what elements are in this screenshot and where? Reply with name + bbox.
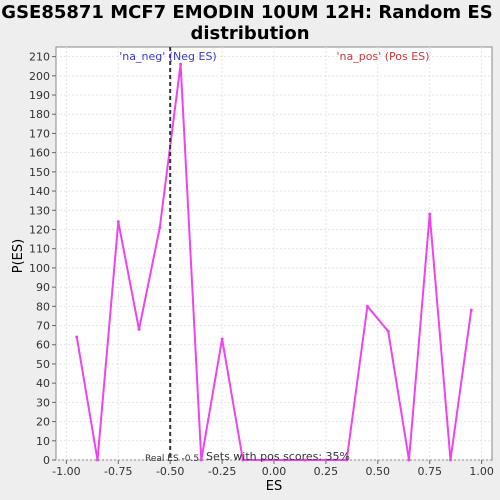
y-axis: 0 10 20 30 40 50 60 70 80 90 100 110 120 130 140 150 160… (29, 51, 56, 467)
data-point (200, 459, 203, 462)
y-tick-label: 90 (36, 281, 50, 294)
y-tick-label: 200 (29, 70, 50, 83)
pos-es-annotation: 'na_pos' (Pos ES) (337, 50, 430, 63)
data-point (117, 220, 120, 223)
x-tick-label: -0.50 (156, 465, 184, 478)
data-point (449, 459, 452, 462)
y-tick-label: 20 (36, 416, 50, 429)
y-tick-label: 150 (29, 166, 50, 179)
data-point (158, 226, 161, 229)
data-point (366, 305, 369, 308)
real-es-footnote: Real ES -0.5 (145, 454, 199, 464)
neg-es-annotation: 'na_neg' (Neg ES) (119, 50, 216, 63)
data-point (407, 459, 410, 462)
y-axis-label: P(ES) (11, 239, 26, 273)
y-tick-label: 170 (29, 127, 50, 140)
y-tick-label: 180 (29, 108, 50, 121)
pos-fraction-footnote: Sets with pos scores: 35% (206, 450, 350, 463)
y-tick-label: 80 (36, 300, 50, 313)
x-tick-label: 1.00 (469, 465, 494, 478)
y-tick-label: 30 (36, 396, 50, 409)
data-point (387, 330, 390, 333)
data-point (138, 328, 141, 331)
data-point (221, 337, 224, 340)
x-tick-label: 0.25 (314, 465, 339, 478)
data-point (75, 336, 78, 339)
chart-title-line-1: GSE85871 MCF7 EMODIN 10UM 12H: Random ES (1, 2, 492, 23)
data-point (428, 213, 431, 216)
x-tick-label: -1.00 (52, 465, 80, 478)
data-point (470, 309, 473, 312)
y-tick-label: 100 (29, 262, 50, 275)
x-tick-label: -0.25 (208, 465, 236, 478)
y-tick-label: 160 (29, 147, 50, 160)
y-tick-label: 140 (29, 185, 50, 198)
x-tick-label: 0.50 (366, 465, 391, 478)
y-tick-label: 190 (29, 89, 50, 102)
chart-title-line-2: distribution (190, 23, 309, 44)
x-axis-label: ES (266, 479, 282, 494)
y-tick-label: 0 (43, 454, 50, 467)
y-tick-label: 50 (36, 358, 50, 371)
y-tick-label: 40 (36, 377, 50, 390)
y-tick-label: 110 (29, 243, 50, 256)
data-point (96, 459, 99, 462)
y-tick-label: 120 (29, 223, 50, 236)
x-tick-label: 0.75 (417, 465, 442, 478)
y-tick-label: 130 (29, 204, 50, 217)
x-tick-label: -0.75 (104, 465, 132, 478)
x-tick-label: 0.00 (262, 465, 287, 478)
data-point (179, 63, 182, 66)
y-tick-label: 60 (36, 339, 50, 352)
y-tick-label: 210 (29, 51, 50, 64)
y-tick-label: 10 (36, 435, 50, 448)
y-tick-label: 70 (36, 320, 50, 333)
